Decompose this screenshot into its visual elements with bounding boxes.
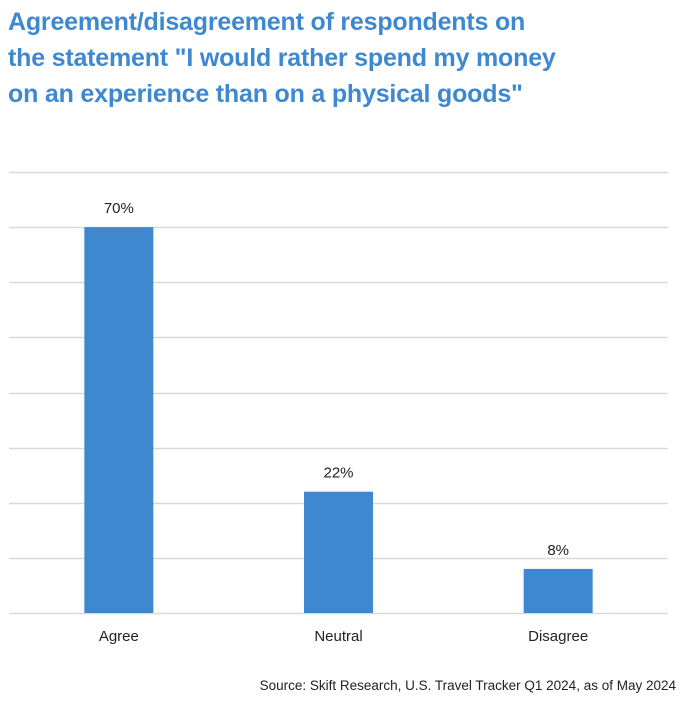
data-labels: 70% 22% 8% (104, 200, 569, 559)
category-tick-labels: Agree Neutral Disagree (99, 628, 588, 645)
bar-agree (84, 227, 154, 613)
category-label-neutral: Neutral (314, 628, 362, 645)
category-label-disagree: Disagree (528, 628, 588, 645)
bar-neutral (304, 491, 373, 613)
source-note: Source: Skift Research, U.S. Travel Trac… (259, 678, 676, 693)
data-label-neutral: 22% (323, 465, 353, 482)
data-label-agree: 70% (104, 200, 134, 217)
bars (84, 227, 593, 613)
chart-title: Agreement/disagreement of respondents on… (8, 8, 556, 108)
data-label-disagree: 8% (547, 542, 569, 559)
bar-disagree (523, 568, 593, 613)
category-label-agree: Agree (99, 628, 139, 645)
